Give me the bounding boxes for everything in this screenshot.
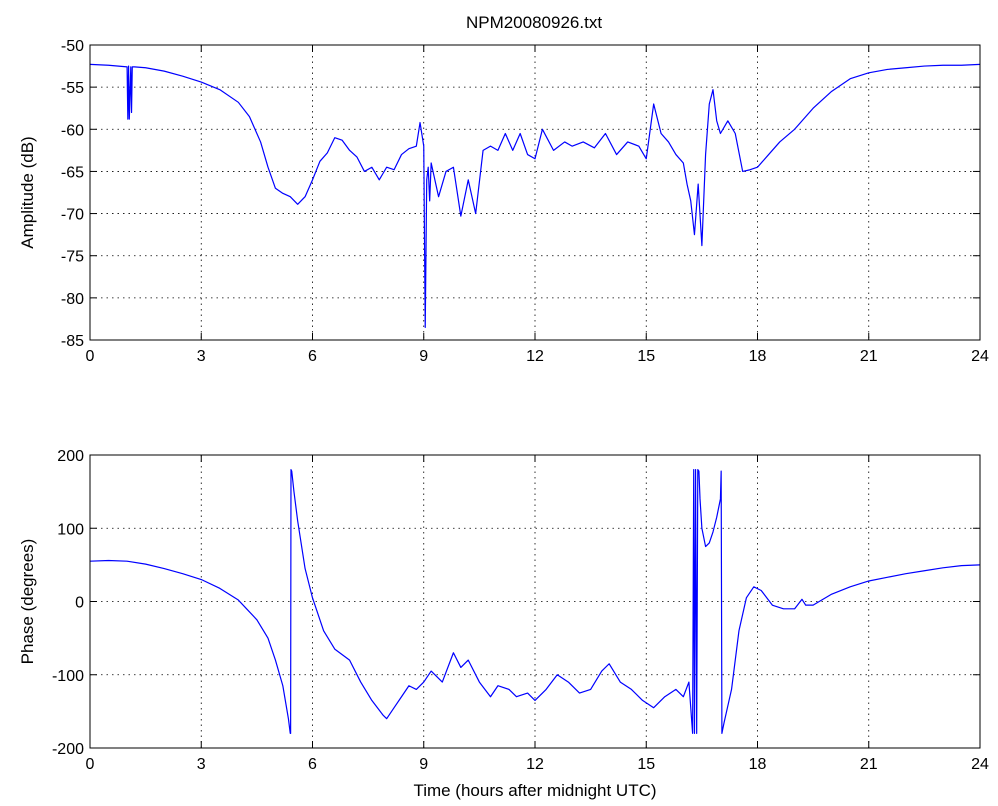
amplitude-axes-frame bbox=[89, 44, 981, 341]
phase-ytick-label: -200 bbox=[52, 741, 84, 758]
amplitude-xtick-label: 3 bbox=[197, 348, 206, 365]
amplitude-series-line bbox=[89, 63, 981, 328]
phase-xtick-label: 9 bbox=[419, 756, 428, 773]
amplitude-xtick-label: 15 bbox=[637, 348, 655, 365]
phase-series-line bbox=[89, 469, 981, 734]
phase-xlabel: Time (hours after midnight UTC) bbox=[413, 781, 656, 800]
amplitude-xtick-label: 6 bbox=[308, 348, 317, 365]
phase-ytick-label: 100 bbox=[57, 521, 84, 538]
amplitude-xtick-label: 21 bbox=[860, 348, 878, 365]
phase-xtick-label: 15 bbox=[637, 756, 655, 773]
phase-ytick-label: 200 bbox=[57, 448, 84, 465]
phase-xtick-label: 12 bbox=[526, 756, 544, 773]
figure-title: NPM20080926.txt bbox=[466, 13, 602, 32]
phase-xtick-label: 24 bbox=[971, 756, 989, 773]
amplitude-ytick-label: -70 bbox=[61, 207, 84, 224]
phase-axes-frame bbox=[89, 454, 981, 749]
amplitude-xtick-label: 12 bbox=[526, 348, 544, 365]
amplitude-ytick-label: -55 bbox=[61, 80, 84, 97]
phase-xtick-label: 6 bbox=[308, 756, 317, 773]
amplitude-xtick-label: 24 bbox=[971, 348, 989, 365]
amplitude-xtick-label: 18 bbox=[749, 348, 767, 365]
phase-panel: 0 3 6 9 12 15 18 21 24 -200 -100 0 100 200 Phase (degr… bbox=[18, 448, 989, 800]
amplitude-xtick-label: 9 bbox=[419, 348, 428, 365]
amplitude-ylabel: Amplitude (dB) bbox=[18, 136, 37, 248]
phase-xtick-label: 21 bbox=[860, 756, 878, 773]
amplitude-ytick-label: -80 bbox=[61, 291, 84, 308]
phase-ylabel: Phase (degrees) bbox=[18, 539, 37, 665]
phase-ytick-label: -100 bbox=[52, 668, 84, 685]
phase-ytick-label: 0 bbox=[75, 595, 84, 612]
phase-xtick-label: 0 bbox=[86, 756, 95, 773]
amplitude-panel: 0 3 6 9 12 15 18 21 24 -85 -80 -75 -70 -65 -60 -55 -50 Am… bbox=[18, 38, 989, 365]
phase-xtick-label: 18 bbox=[749, 756, 767, 773]
amplitude-ytick-label: -50 bbox=[61, 38, 84, 55]
amplitude-ytick-label: -60 bbox=[61, 122, 84, 139]
amplitude-xtick-label: 0 bbox=[86, 348, 95, 365]
amplitude-ytick-label: -75 bbox=[61, 249, 84, 266]
amplitude-ytick-label: -85 bbox=[61, 333, 84, 350]
phase-xtick-label: 3 bbox=[197, 756, 206, 773]
amplitude-ytick-label: -65 bbox=[61, 164, 84, 181]
